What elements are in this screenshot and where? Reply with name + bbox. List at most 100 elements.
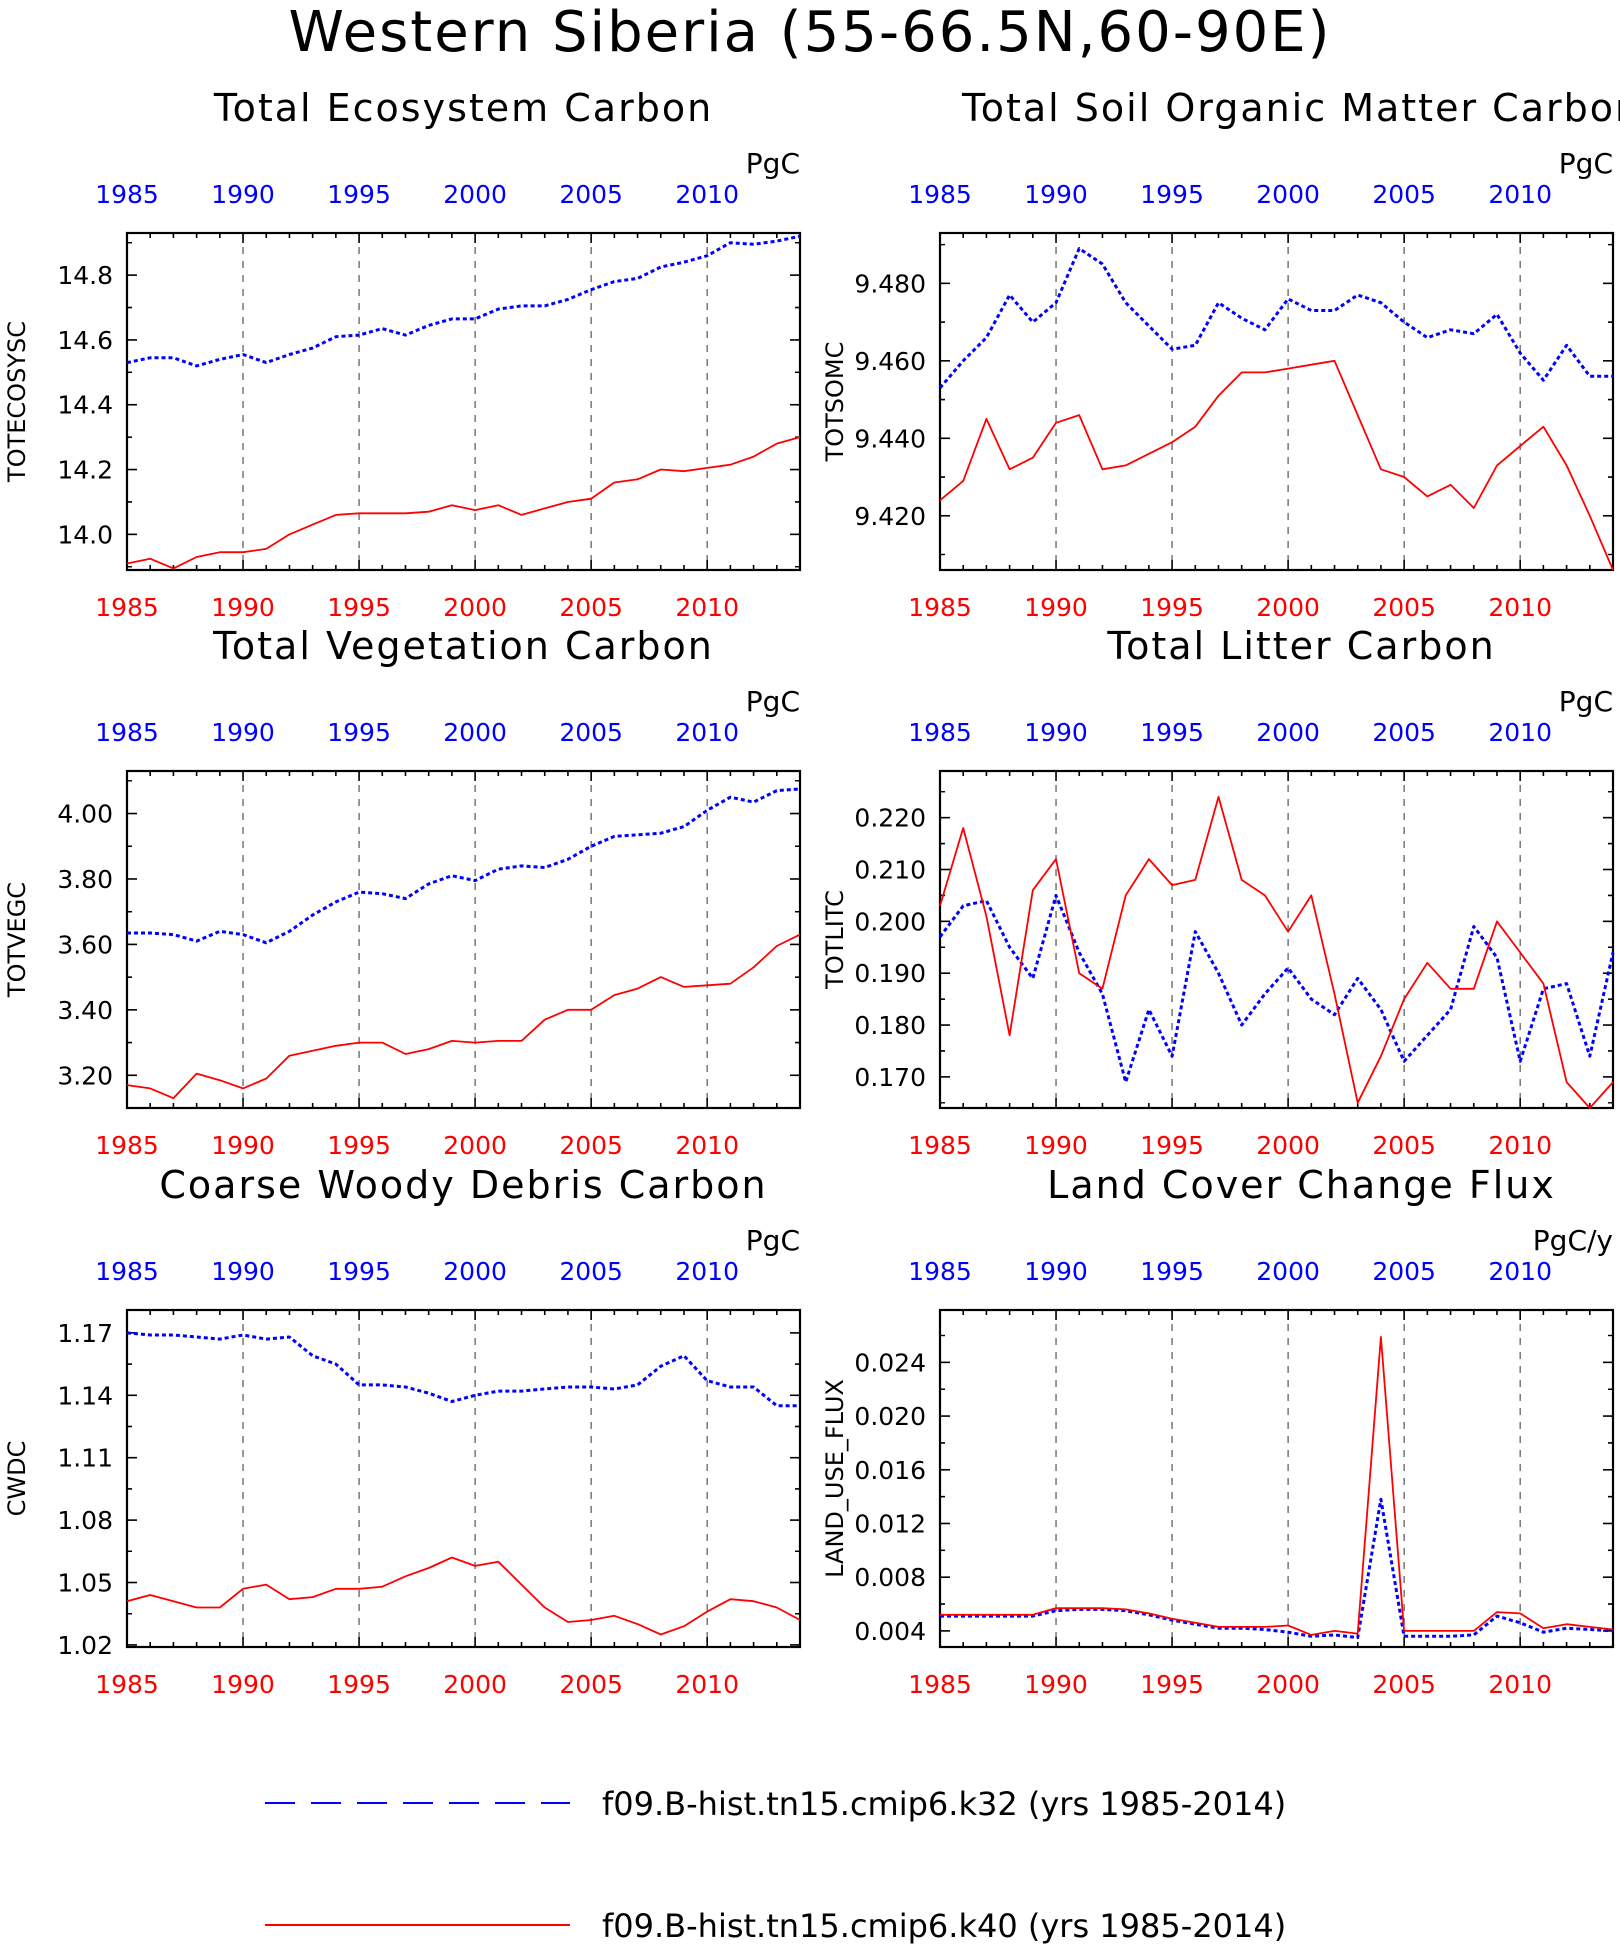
x-tick-label-bottom: 2010: [1488, 1670, 1552, 1699]
x-tick-label-top: 2005: [559, 1257, 623, 1286]
x-tick-label-bottom: 1990: [1024, 593, 1088, 622]
panel-title: Land Cover Change Flux: [1047, 1163, 1556, 1207]
x-tick-label-top: 1990: [211, 1257, 275, 1286]
units-label: PgC: [1559, 685, 1613, 718]
x-tick-label-top: 1990: [1024, 1257, 1088, 1286]
panel-1: Total Ecosystem Carbon PgC 1985 1985 1990 199…: [3, 86, 802, 622]
units-label: PgC: [1559, 147, 1613, 180]
y-tick-label: 0.012: [854, 1509, 926, 1538]
x-tick-label-top: 1995: [1140, 1257, 1204, 1286]
y-tick-label: 14.0: [57, 520, 113, 549]
x-tick-label-top: 1990: [1024, 718, 1088, 747]
y-tick-label: 0.200: [854, 907, 926, 936]
x-tick-label-bottom: 1985: [95, 593, 159, 622]
panel-5: Coarse Woody Debris Carbon PgC 1985 1985 199…: [3, 1163, 802, 1699]
y-tick-label: 1.05: [57, 1569, 113, 1598]
x-tick-label-top: 1985: [908, 1257, 972, 1286]
y-tick-label: 1.11: [57, 1444, 113, 1473]
x-tick-label-top: 2005: [1372, 180, 1436, 209]
x-tick-label-top: 2000: [1256, 1257, 1320, 1286]
series-line-k40: [939, 796, 1614, 1109]
x-tick-label-top: 2000: [443, 1257, 507, 1286]
x-tick-label-top: 1985: [95, 1257, 159, 1286]
y-tick-label: 1.08: [57, 1506, 113, 1535]
x-tick-label-top: 2010: [675, 180, 739, 209]
series-line-k32: [126, 234, 801, 368]
y-tick-label: 1.02: [57, 1631, 113, 1660]
y-tick-label: 3.20: [57, 1061, 113, 1090]
x-tick-label-bottom: 2000: [1256, 1131, 1320, 1160]
x-tick-label-bottom: 1990: [1024, 1131, 1088, 1160]
panel-title: Total Litter Carbon: [1106, 624, 1495, 668]
x-tick-label-top: 1990: [211, 718, 275, 747]
y-tick-label: 0.210: [854, 856, 926, 885]
plot-frame: [125, 231, 802, 572]
series-line-k32: [938, 247, 1613, 389]
y-tick-label: 14.2: [57, 456, 113, 485]
y-tick-label: 3.40: [57, 996, 113, 1025]
panel-title: Total Soil Organic Matter Carbon: [961, 86, 1620, 130]
x-tick-label-bottom: 1985: [908, 1670, 972, 1699]
y-tick-label: 0.220: [854, 804, 926, 833]
y-tick-label: 9.440: [854, 424, 926, 453]
x-tick-label-bottom: 2010: [675, 593, 739, 622]
y-axis-label: TOTECOSYSC: [3, 321, 31, 483]
x-tick-label-bottom: 2000: [443, 1131, 507, 1160]
y-tick-label: 0.020: [854, 1402, 926, 1431]
series-line-k40: [126, 436, 801, 570]
x-tick-label-top: 1990: [1024, 180, 1088, 209]
y-tick-label: 0.016: [854, 1456, 926, 1485]
y-tick-label: 9.480: [854, 269, 926, 298]
x-tick-label-top: 1985: [95, 180, 159, 209]
x-tick-label-top: 2010: [1488, 718, 1552, 747]
x-tick-label-top: 2005: [1372, 1257, 1436, 1286]
y-tick-label: 0.170: [854, 1063, 926, 1092]
plot-frame: [938, 1308, 1615, 1649]
x-tick-label-bottom: 2005: [559, 1131, 623, 1160]
x-tick-label-top: 2000: [443, 180, 507, 209]
x-tick-label-bottom: 2005: [1372, 1670, 1436, 1699]
units-label: PgC: [746, 1224, 800, 1257]
x-tick-label-bottom: 1995: [327, 593, 391, 622]
x-tick-label-bottom: 2000: [443, 1670, 507, 1699]
y-axis-label: TOTVEGC: [3, 882, 31, 998]
x-tick-label-bottom: 1995: [1140, 593, 1204, 622]
x-tick-label-bottom: 2000: [1256, 593, 1320, 622]
x-tick-label-bottom: 1990: [211, 1670, 275, 1699]
x-tick-label-bottom: 2005: [1372, 593, 1436, 622]
x-tick-label-top: 2005: [559, 718, 623, 747]
x-tick-label-top: 2000: [1256, 180, 1320, 209]
plot-frame: [938, 231, 1615, 572]
x-tick-label-bottom: 1985: [908, 593, 972, 622]
x-tick-label-bottom: 2010: [675, 1670, 739, 1699]
x-tick-label-top: 2010: [1488, 180, 1552, 209]
x-tick-label-top: 1985: [908, 180, 972, 209]
y-tick-label: 0.190: [854, 959, 926, 988]
x-tick-label-top: 2000: [1256, 718, 1320, 747]
x-tick-label-top: 1990: [211, 180, 275, 209]
y-tick-label: 1.14: [57, 1381, 113, 1410]
x-tick-label-top: 1995: [327, 180, 391, 209]
x-tick-label-bottom: 1995: [327, 1670, 391, 1699]
series-line-k32: [127, 787, 801, 945]
x-tick-label-top: 1995: [1140, 180, 1204, 209]
y-axis-label: TOTSOMC: [821, 342, 849, 463]
panel-title: Total Ecosystem Carbon: [213, 86, 713, 130]
x-tick-label-top: 2000: [443, 718, 507, 747]
panel-title: Total Vegetation Carbon: [212, 624, 714, 668]
y-tick-label: 0.008: [854, 1563, 926, 1592]
y-tick-label: 14.8: [57, 261, 113, 290]
panel-6: Land Cover Change Flux PgC/y 1985 1985 1990 1…: [821, 1163, 1615, 1699]
series-line-k40: [940, 1336, 1614, 1636]
y-tick-label: 3.60: [57, 930, 113, 959]
x-tick-label-top: 2005: [1372, 718, 1436, 747]
y-tick-label: 0.024: [854, 1348, 926, 1377]
x-tick-label-bottom: 2010: [1488, 593, 1552, 622]
x-tick-label-bottom: 2000: [443, 593, 507, 622]
x-tick-label-top: 2010: [675, 1257, 739, 1286]
x-tick-label-bottom: 1995: [1140, 1670, 1204, 1699]
page-title: Western Siberia (55-66.5N,60-90E): [288, 0, 1332, 65]
y-tick-label: 14.4: [57, 391, 113, 420]
